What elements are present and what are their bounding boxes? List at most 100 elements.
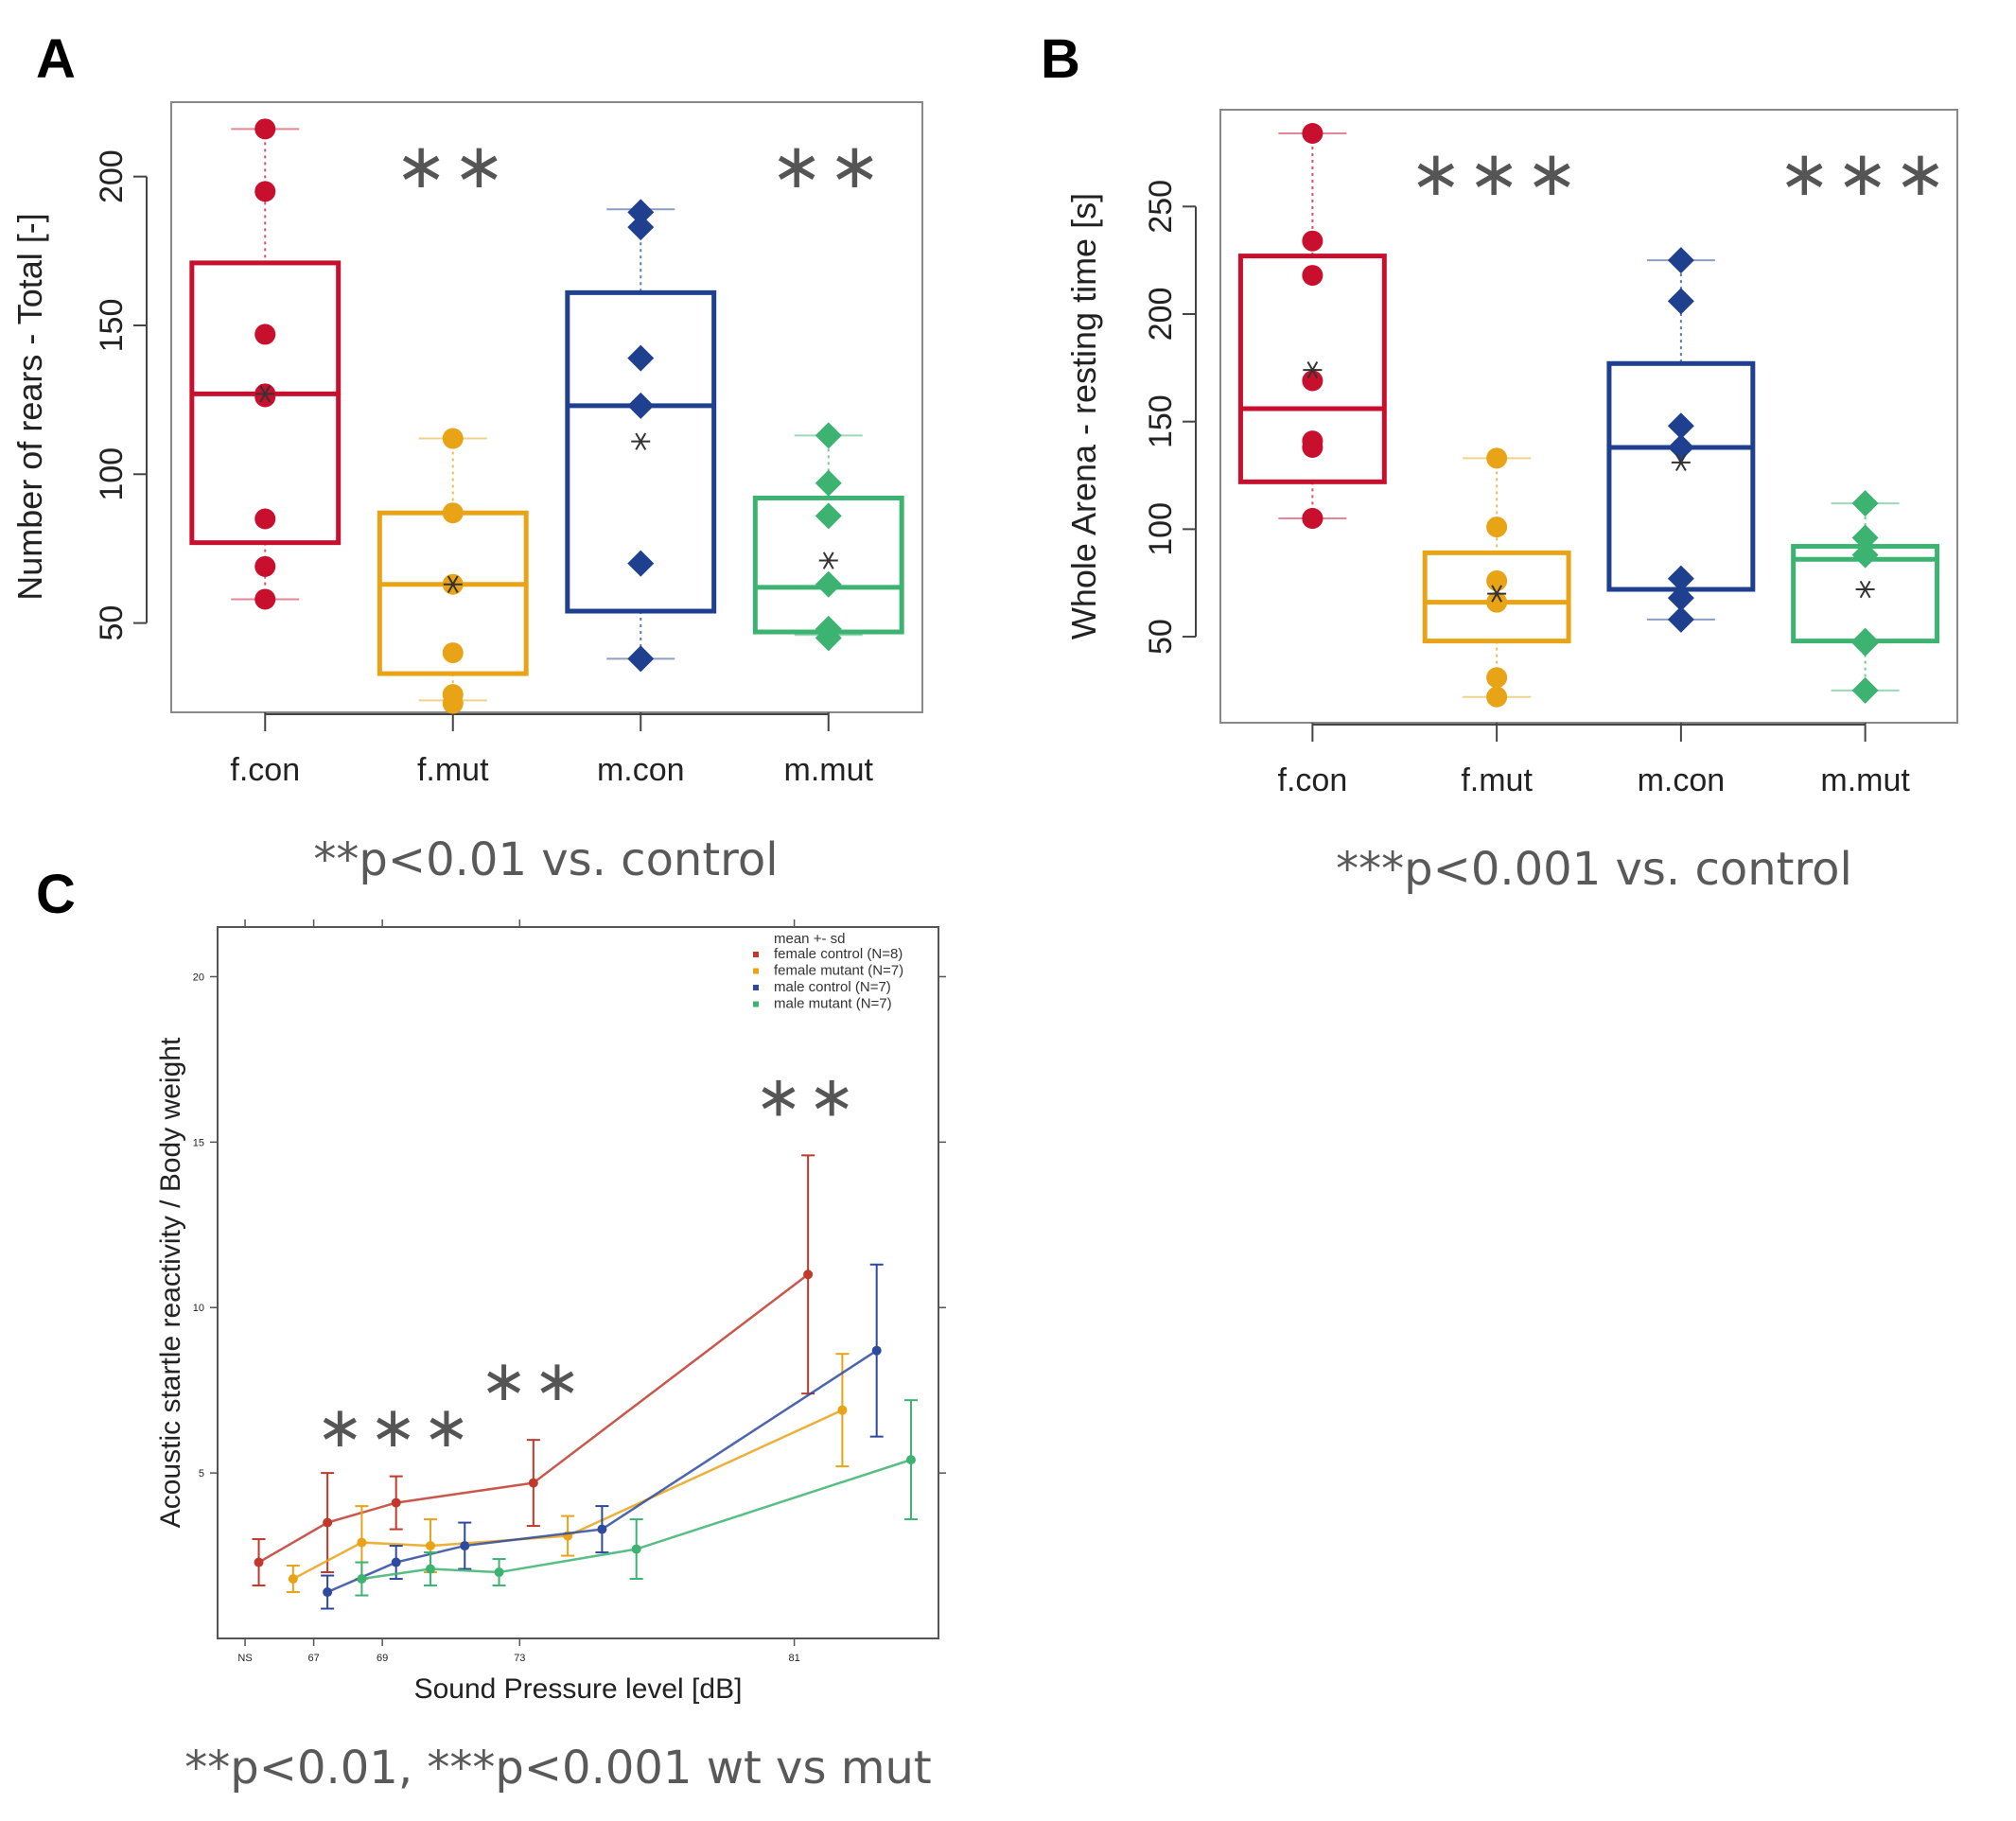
mean-marker <box>1487 585 1507 603</box>
y-tick-label: 10 <box>193 1303 204 1314</box>
significance-marker: ∗∗∗ <box>316 1394 476 1461</box>
box-m-con <box>1606 247 1756 633</box>
data-point <box>254 555 276 577</box>
data-point <box>1851 490 1879 517</box>
panel-a-caption: **p<0.01 vs. control <box>313 833 778 886</box>
mean-marker-stroke <box>1491 585 1502 603</box>
panel-b-caption: ***p<0.001 vs. control <box>1336 843 1852 896</box>
panel-b-significance: ∗∗∗ ∗∗∗ <box>1410 137 1946 210</box>
panel-a-y-ticks: 50 100 150 200 <box>94 149 148 641</box>
data-point <box>1486 686 1508 708</box>
category-label-f-con: f.con <box>230 752 300 788</box>
data-point <box>1667 565 1694 592</box>
category-label-f-mut: f.mut <box>1461 762 1533 798</box>
data-point <box>1486 591 1508 613</box>
y-tick-label: 200 <box>1143 288 1179 341</box>
significance-marker: ∗∗ <box>394 130 511 202</box>
y-tick-label: 100 <box>1143 502 1179 556</box>
panel-a-y-axis-label: Number of rears - Total [-] <box>10 213 49 600</box>
y-tick-label: 20 <box>193 972 204 983</box>
box-m-con <box>565 199 717 673</box>
mean-marker-stroke <box>822 552 834 569</box>
data-point <box>871 1345 882 1356</box>
data-point <box>627 214 655 241</box>
panel-b-y-ticks: 50 100 150 200 250 <box>1143 180 1197 655</box>
data-point <box>1851 524 1879 552</box>
data-point <box>815 469 842 497</box>
panel-a-significance: ∗∗ ∗∗ <box>394 130 881 202</box>
data-point <box>254 181 276 202</box>
series-0 <box>252 1154 815 1587</box>
panel-b-boxes <box>1237 123 1940 708</box>
data-point <box>1486 447 1508 469</box>
panel-c-ticks: NS 67 69 73 81 5 10 15 20 <box>193 919 946 1664</box>
legend-entry: female control (N=8) <box>774 946 903 962</box>
data-point <box>597 1524 607 1534</box>
mean-marker <box>1855 580 1875 599</box>
data-point <box>254 386 276 408</box>
data-point <box>627 550 655 577</box>
x-tick-label: 67 <box>307 1653 319 1664</box>
box-f-mut <box>377 428 529 714</box>
category-label-m-mut: m.mut <box>1820 762 1910 798</box>
data-point <box>631 1544 641 1554</box>
y-tick-label: 50 <box>94 605 130 641</box>
legend-swatch <box>753 1001 759 1007</box>
category-label-m-mut: m.mut <box>784 752 874 788</box>
panel-letter-c: C <box>36 864 76 925</box>
legend-entry: female mutant (N=7) <box>774 963 903 979</box>
panel-c-legend-title: mean +- sd <box>774 931 845 947</box>
mean-marker-stroke <box>1859 580 1871 599</box>
panel-c-x-axis-label: Sound Pressure level [dB] <box>414 1673 743 1705</box>
x-tick-label: 81 <box>788 1653 799 1664</box>
data-point <box>1486 517 1508 538</box>
panel-a-categories: f.con f.mut m.con m.mut <box>230 712 874 788</box>
y-tick-label: 50 <box>1143 619 1179 655</box>
box-rect <box>1422 550 1571 644</box>
mean-marker-stroke <box>447 575 459 593</box>
data-point <box>1851 541 1879 569</box>
data-point <box>391 1497 401 1508</box>
data-point <box>815 502 842 530</box>
panel-c-caption: **p<0.01, ***p<0.001 wt vs mut <box>184 1742 931 1795</box>
box-m-mut <box>1791 490 1940 704</box>
data-point <box>357 1574 367 1585</box>
data-point <box>1851 629 1879 657</box>
box-f-mut <box>1422 447 1571 708</box>
data-point <box>442 692 464 714</box>
category-label-f-con: f.con <box>1278 762 1348 798</box>
data-point <box>254 118 276 140</box>
significance-marker: ∗∗∗ <box>1410 137 1584 210</box>
data-point <box>815 422 842 449</box>
significance-marker: ∗∗ <box>755 1063 862 1129</box>
mean-marker-stroke <box>259 385 272 403</box>
data-point <box>357 1537 367 1548</box>
panel-a-boxes <box>189 118 904 714</box>
legend-entry: male mutant (N=7) <box>774 996 892 1012</box>
mean-marker <box>1303 360 1323 379</box>
data-point <box>442 502 464 524</box>
data-point <box>1302 123 1324 145</box>
series-3 <box>355 1399 918 1597</box>
data-point <box>627 392 655 419</box>
legend-swatch <box>753 952 759 957</box>
category-label-m-con: m.con <box>597 752 685 788</box>
panel-c-significance: ∗∗∗∗∗∗∗ <box>316 1063 862 1461</box>
panel-b-categories: f.con f.mut m.con m.mut <box>1278 723 1910 798</box>
data-point <box>1667 585 1694 612</box>
legend-entry: male control (N=7) <box>774 979 891 995</box>
y-tick-label: 200 <box>94 149 130 203</box>
data-point <box>1851 676 1879 704</box>
mean-marker <box>818 552 838 569</box>
y-tick-label: 100 <box>94 447 130 501</box>
legend-swatch <box>753 968 759 974</box>
mean-marker <box>255 385 275 403</box>
data-point <box>425 1541 435 1551</box>
x-tick-label: 69 <box>377 1653 388 1664</box>
y-tick-label: 250 <box>1143 180 1179 234</box>
data-point <box>1667 605 1694 633</box>
data-point <box>1302 370 1324 392</box>
data-point <box>442 428 464 449</box>
box-rect <box>1237 254 1387 484</box>
